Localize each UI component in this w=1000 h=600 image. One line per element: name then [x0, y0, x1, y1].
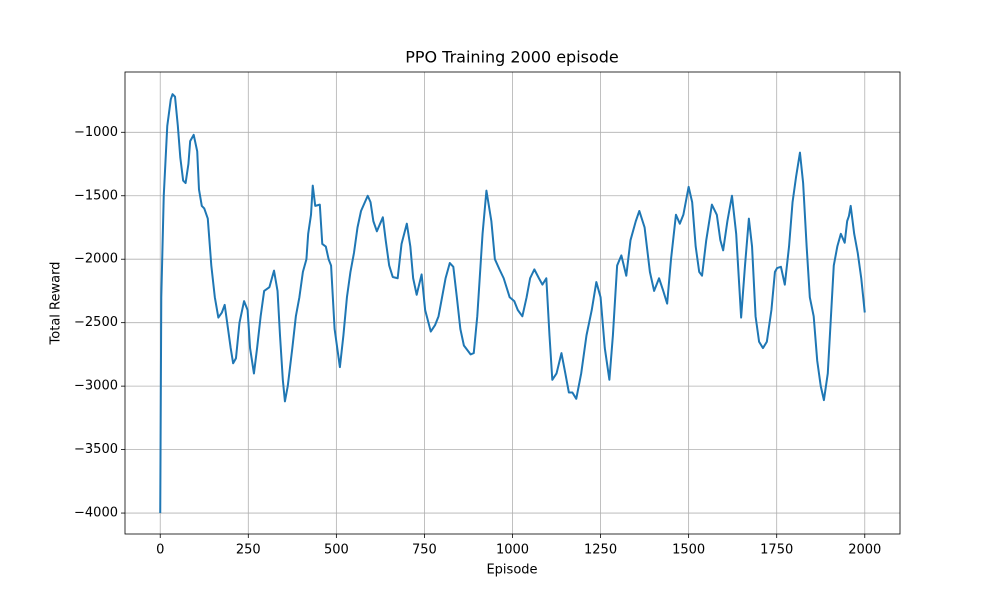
x-tick-label: 750 [412, 543, 437, 558]
x-tick-label: 500 [324, 543, 349, 558]
x-tick-label: 2000 [848, 543, 881, 558]
data-line [159, 93, 866, 514]
chart-title: PPO Training 2000 episode [405, 48, 619, 67]
x-axis-label: Episode [486, 563, 537, 578]
x-tick-label: 1750 [760, 543, 793, 558]
y-tick-label: −4000 [74, 506, 118, 521]
x-tick-label: 1000 [496, 543, 529, 558]
x-tick-label: 1250 [584, 543, 617, 558]
x-tick-label: 0 [156, 543, 164, 558]
y-tick-label: −3000 [74, 379, 118, 394]
plot-frame [124, 71, 901, 535]
x-tick-label: 250 [236, 543, 261, 558]
y-tick-label: −2000 [74, 252, 118, 267]
y-tick-label: −1000 [74, 125, 118, 140]
y-axis-label: Total Reward [49, 262, 64, 346]
x-tick-label: 1500 [672, 543, 705, 558]
y-tick-label: −1500 [74, 188, 118, 203]
y-tick-label: −3500 [74, 442, 118, 457]
y-tick-label: −2500 [74, 315, 118, 330]
